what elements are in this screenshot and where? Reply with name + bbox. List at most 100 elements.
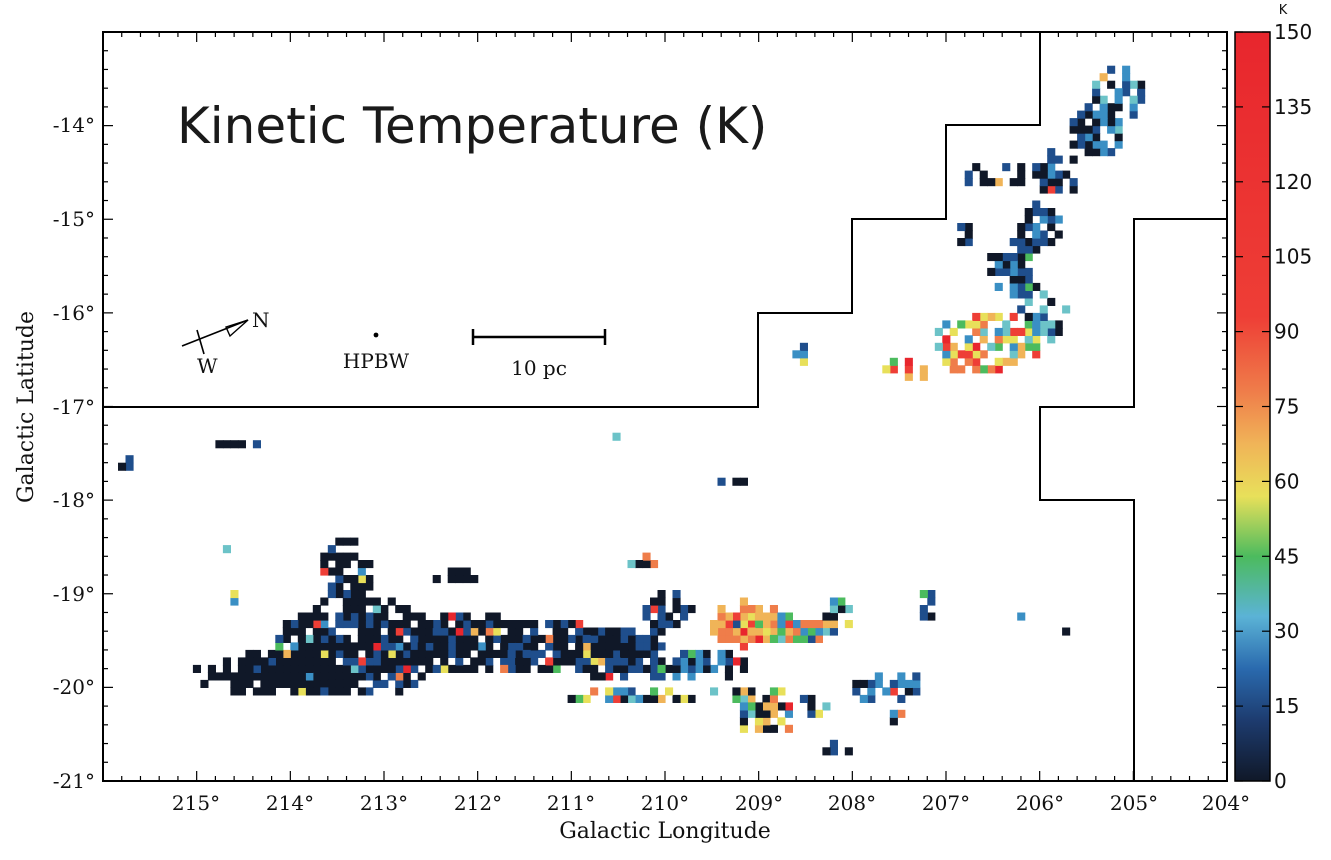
heatmap-cell bbox=[829, 627, 838, 636]
heatmap-cell bbox=[575, 627, 584, 636]
heatmap-cell bbox=[1009, 282, 1018, 291]
heatmap-cell bbox=[1024, 238, 1033, 247]
heatmap-cell bbox=[507, 620, 516, 629]
heatmap-cell bbox=[230, 687, 239, 696]
heatmap-cell bbox=[252, 440, 261, 449]
heatmap-cell bbox=[807, 709, 816, 718]
heatmap-cell bbox=[769, 709, 778, 718]
heatmap-cell bbox=[1017, 267, 1026, 276]
heatmap-cell bbox=[1024, 290, 1033, 299]
heatmap-cell bbox=[417, 620, 426, 629]
heatmap-cell bbox=[1009, 267, 1018, 276]
heatmap-cell bbox=[889, 357, 898, 366]
heatmap-cell bbox=[964, 350, 973, 359]
heatmap-cell bbox=[387, 620, 396, 629]
heatmap-cell bbox=[402, 657, 411, 666]
heatmap-cell bbox=[859, 694, 868, 703]
heatmap-cell bbox=[207, 672, 216, 681]
y-axis-title: Galactic Latitude bbox=[14, 311, 39, 503]
heatmap-cell bbox=[260, 679, 269, 688]
heatmap-cell bbox=[762, 694, 771, 703]
heatmap-cell bbox=[282, 620, 291, 629]
heatmap-cell bbox=[320, 627, 329, 636]
heatmap-cell bbox=[739, 642, 748, 651]
heatmap-cell bbox=[620, 649, 629, 658]
heatmap-cell bbox=[627, 664, 636, 673]
heatmap-cell bbox=[1084, 140, 1093, 149]
heatmap-cell bbox=[710, 687, 719, 696]
heatmap-cell bbox=[1017, 238, 1026, 247]
heatmap-cell bbox=[320, 664, 329, 673]
heatmap-cell bbox=[1009, 178, 1018, 187]
heatmap-cell bbox=[994, 327, 1003, 336]
heatmap-cell bbox=[972, 327, 981, 336]
heatmap-cell bbox=[522, 664, 531, 673]
heatmap-cell bbox=[1009, 238, 1018, 247]
heatmap-cell bbox=[635, 657, 644, 666]
heatmap-cell bbox=[327, 657, 336, 666]
heatmap-cell bbox=[687, 672, 696, 681]
heatmap-cell bbox=[462, 575, 471, 584]
heatmap-cell bbox=[919, 612, 928, 621]
heatmap-cell bbox=[620, 657, 629, 666]
heatmap-cell bbox=[500, 664, 509, 673]
heatmap-cell bbox=[342, 620, 351, 629]
colorbar-tick-label: 60 bbox=[1274, 469, 1299, 493]
heatmap-cell bbox=[957, 350, 966, 359]
heatmap-cell bbox=[964, 178, 973, 187]
heatmap-cell bbox=[605, 642, 614, 651]
heatmap-cell bbox=[530, 627, 539, 636]
heatmap-cell bbox=[357, 567, 366, 576]
heatmap-cell bbox=[605, 634, 614, 643]
heatmap-cell bbox=[470, 657, 479, 666]
heatmap-cell bbox=[380, 634, 389, 643]
heatmap-cell bbox=[769, 612, 778, 621]
heatmap-cell bbox=[335, 634, 344, 643]
heatmap-cell bbox=[1039, 178, 1048, 187]
heatmap-cell bbox=[1062, 170, 1071, 179]
heatmap-cell bbox=[964, 335, 973, 344]
heatmap-cell bbox=[342, 612, 351, 621]
x-tick-label: 210° bbox=[641, 791, 689, 815]
heatmap-cell bbox=[717, 634, 726, 643]
heatmap-cell bbox=[357, 620, 366, 629]
heatmap-cell bbox=[814, 634, 823, 643]
heatmap-cell bbox=[680, 694, 689, 703]
heatmap-cell bbox=[395, 679, 404, 688]
heatmap-cell bbox=[1107, 125, 1116, 134]
heatmap-cell bbox=[627, 657, 636, 666]
heatmap-cell bbox=[687, 694, 696, 703]
heatmap-cell bbox=[1099, 148, 1108, 157]
heatmap-cell bbox=[560, 620, 569, 629]
heatmap-cell bbox=[342, 605, 351, 614]
heatmap-cell bbox=[650, 620, 659, 629]
heatmap-cell bbox=[769, 694, 778, 703]
x-tick-labels: 215° 214° 213° 212° 211° 210° 209° 208° … bbox=[172, 791, 1250, 815]
heatmap-cell bbox=[957, 238, 966, 247]
heatmap-cell bbox=[1032, 320, 1041, 329]
heatmap-cell bbox=[1009, 312, 1018, 321]
colorbar-tick-label: 105 bbox=[1274, 245, 1312, 269]
heatmap-cell bbox=[1114, 118, 1123, 127]
x-tick-label: 207° bbox=[922, 791, 970, 815]
heatmap-cell bbox=[350, 649, 359, 658]
heatmap-cell bbox=[395, 642, 404, 651]
heatmap-cell bbox=[440, 627, 449, 636]
x-tick-label: 211° bbox=[547, 791, 595, 815]
heatmap-cell bbox=[552, 634, 561, 643]
heatmap-cell bbox=[822, 620, 831, 629]
heatmap-cell bbox=[620, 664, 629, 673]
heatmap-cell bbox=[560, 649, 569, 658]
heatmap-cell bbox=[267, 672, 276, 681]
heatmap-cell bbox=[1009, 290, 1018, 299]
heatmap-cell bbox=[395, 657, 404, 666]
heatmap-cell bbox=[754, 634, 763, 643]
heatmap-cell bbox=[807, 634, 816, 643]
heatmap-cell bbox=[1009, 275, 1018, 284]
heatmap-cell bbox=[994, 342, 1003, 351]
heatmap-cell bbox=[732, 687, 741, 696]
heatmap-cell bbox=[724, 620, 733, 629]
heatmap-cell bbox=[1114, 103, 1123, 112]
heatmap-cell bbox=[320, 687, 329, 696]
heatmap-cell bbox=[994, 260, 1003, 269]
